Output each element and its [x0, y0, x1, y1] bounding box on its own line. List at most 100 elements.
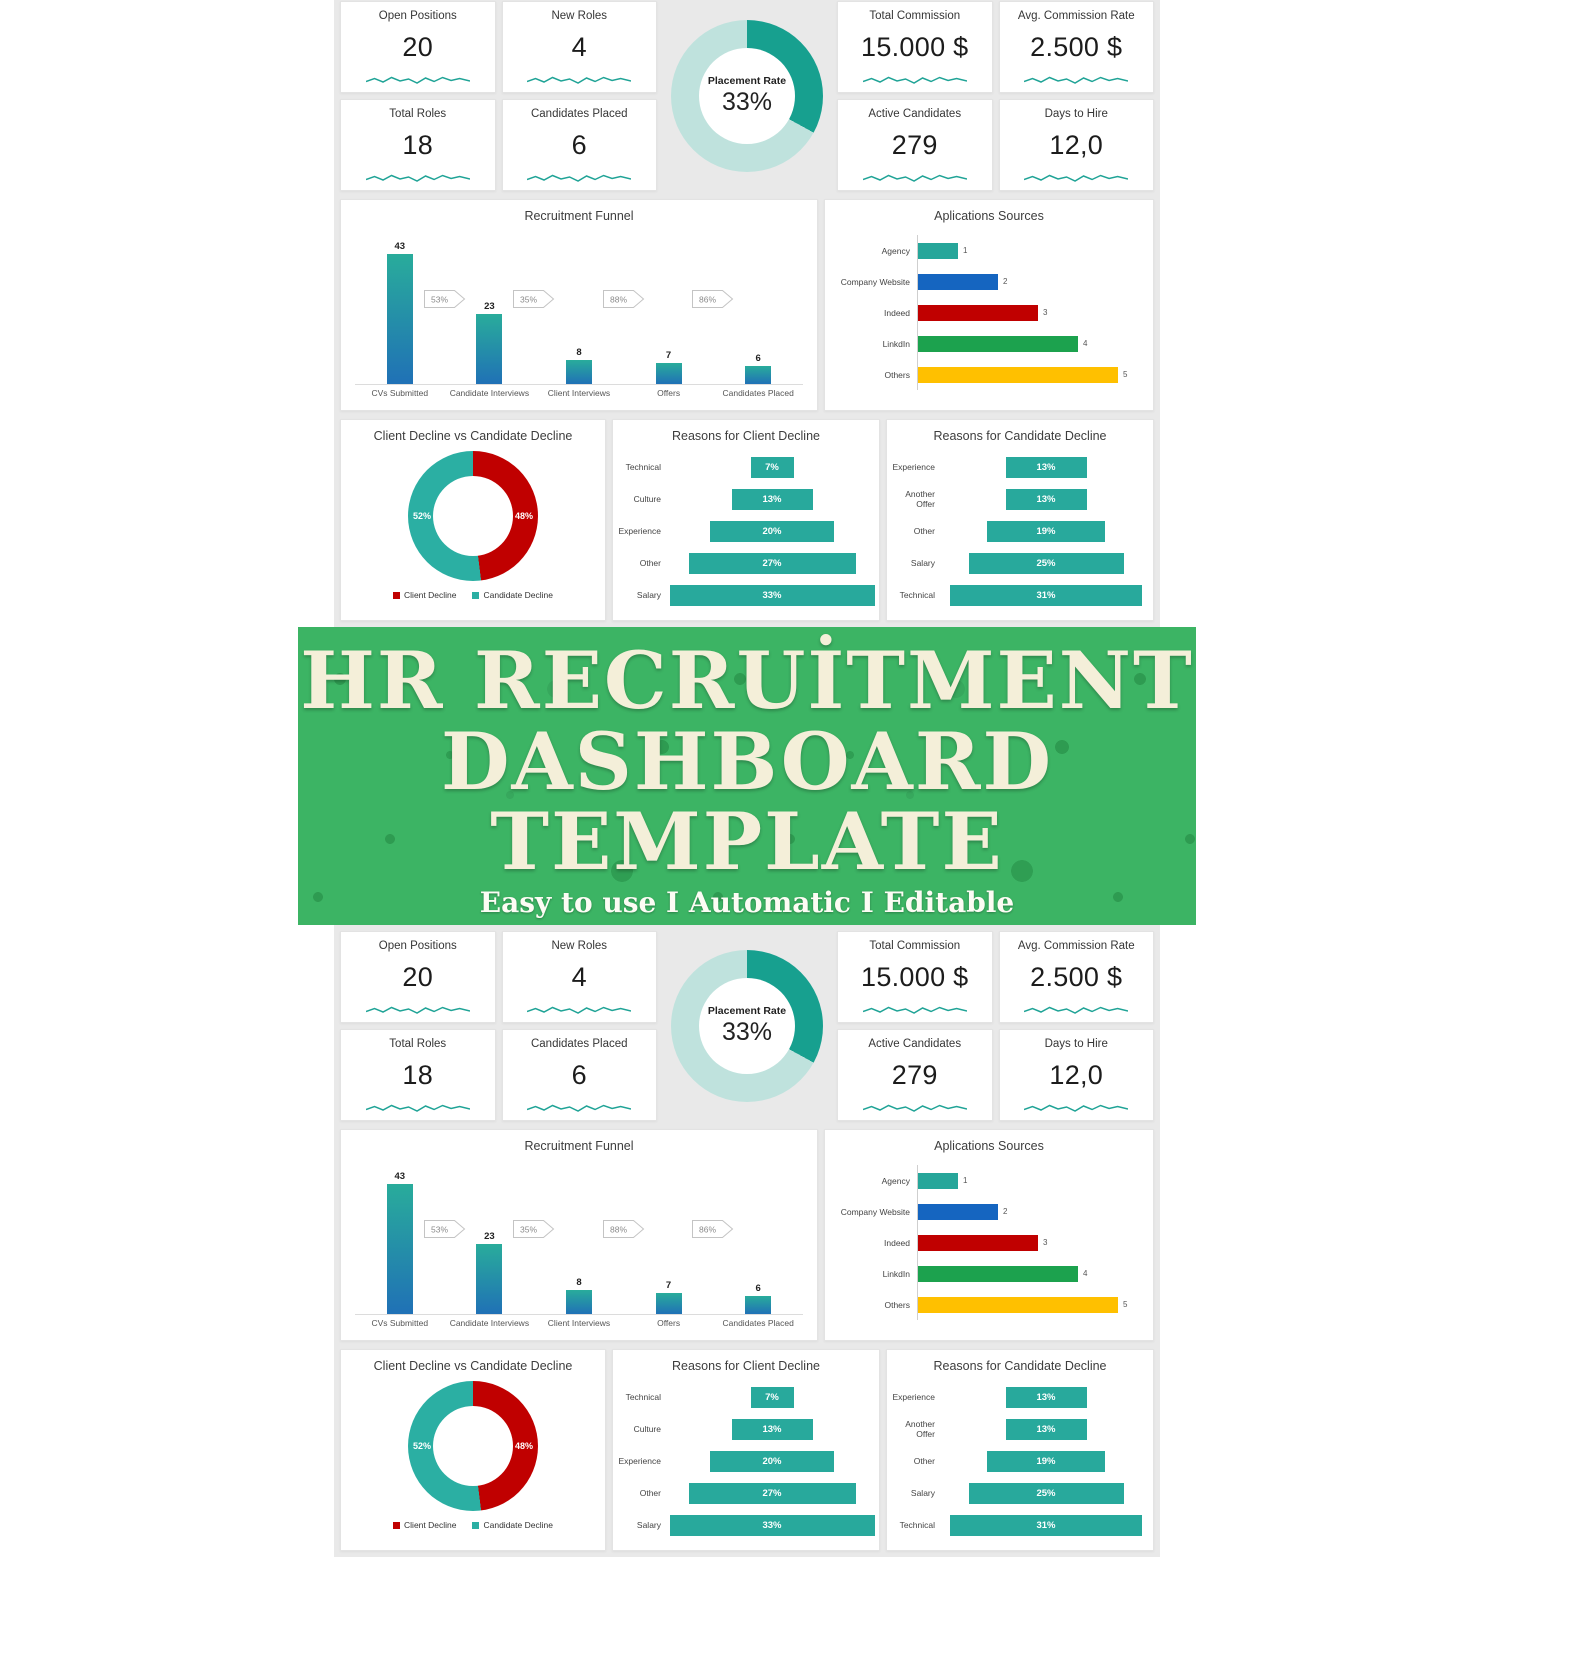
funnel-category-label: Candidates Placed [722, 388, 794, 398]
kpi-value: 20 [402, 962, 434, 992]
funnel-bar [655, 1293, 682, 1314]
kpi-value: 15.000 $ [861, 32, 969, 62]
reason-row: Experience 13% [887, 451, 1153, 483]
source-value: 1 [963, 246, 968, 255]
kpi-value: 6 [571, 1060, 587, 1090]
funnel-bar-value: 7 [665, 350, 672, 361]
sparkline-icon [1024, 76, 1129, 84]
source-label: Indeed [884, 307, 910, 318]
conversion-rate-badge: 88% [602, 1219, 646, 1244]
funnel-bar-value: 6 [755, 1283, 761, 1294]
sources-chart: Agency 1 Company Website 2 Indeed 3 Link… [825, 1165, 1145, 1320]
source-bar [918, 366, 1118, 383]
reason-row: Culture 13% [613, 1413, 879, 1445]
sparkline-icon [1024, 174, 1129, 182]
client-decline-reasons-panel: Reasons for Client Decline Technical 7% … [612, 419, 880, 621]
kpi-value: 2.500 $ [1030, 32, 1123, 62]
reason-row: Technical 7% [613, 451, 879, 483]
source-value: 3 [1043, 308, 1048, 317]
legend: Client Decline Candidate Decline [393, 1520, 553, 1530]
funnel-category-label: Candidate Interviews [449, 388, 530, 398]
reason-label: Culture [633, 1424, 661, 1434]
decline-donut: 48% 52% [408, 451, 538, 581]
reasons-chart: Technical 7% Culture 13% Experience 20% … [613, 1381, 879, 1541]
banner-title-line2: DASHBOARD [440, 714, 1053, 808]
kpi-label: Avg. Commission Rate [1017, 10, 1135, 22]
donut-hole [433, 476, 513, 556]
reason-bar: 33% [669, 1514, 875, 1536]
reason-row: Experience 20% [613, 515, 879, 547]
reason-bar: 27% [688, 552, 856, 574]
source-value: 2 [1003, 1207, 1008, 1216]
kpi-card-total-commission: Total Commission 15.000 $ [837, 931, 993, 1023]
reason-row: Other 19% [887, 1445, 1153, 1477]
kpi-card-candidates-placed: Candidates Placed 6 [501, 99, 657, 191]
funnel-category-label: CVs Submitted [371, 388, 429, 398]
reason-label: Other [639, 558, 661, 568]
kpi-value: 15.000 $ [861, 962, 969, 992]
legend-label: Client Decline [404, 590, 457, 600]
source-value: 2 [1003, 277, 1008, 286]
kpi-label: Total Roles [389, 108, 447, 120]
svg-text:53%: 53% [431, 1225, 448, 1235]
funnel-bar-value: 23 [484, 1231, 495, 1242]
legend-item: Client Decline [393, 1520, 456, 1530]
placement-donut-ring: Placement Rate 33% [671, 950, 823, 1102]
funnel-bar-cvs-submitted: 43 [355, 241, 445, 384]
funnel-category-label: Offers [657, 1318, 681, 1328]
kpi-value: 2.500 $ [1030, 962, 1123, 992]
donut-hole: Placement Rate 33% [699, 978, 795, 1074]
client-decline-pct: 48% [514, 511, 533, 521]
reason-label: Experience [892, 462, 935, 472]
svg-text:35%: 35% [520, 1225, 537, 1235]
sparkline-icon [365, 174, 470, 182]
conversion-rate-badge: 86% [691, 1219, 735, 1244]
funnel-chart: 43 23 8 7 6 53% 35% 88% 86% [355, 227, 803, 385]
panel-title: Client Decline vs Candidate Decline [373, 1359, 573, 1373]
source-label: Indeed [884, 1237, 910, 1248]
conversion-rate-badge: 88% [602, 289, 646, 314]
funnel-bar [476, 1244, 503, 1314]
sparkline-icon [527, 1104, 632, 1112]
placement-rate-donut: Placement Rate 33% [663, 1, 831, 191]
source-bar [918, 1172, 958, 1189]
panel-title: Reasons for Candidate Decline [933, 429, 1107, 443]
funnel-bar [386, 254, 413, 384]
source-bar [918, 1234, 1038, 1251]
funnel-bar-cvs-submitted: 43 [355, 1171, 445, 1314]
reason-label: Another Offer [905, 1419, 935, 1439]
source-row: Indeed 3 [825, 1227, 1145, 1258]
reason-label: Technical [899, 1520, 935, 1530]
reason-row: Experience 13% [887, 1381, 1153, 1413]
donut-hole [433, 1406, 513, 1486]
reasons-chart: Experience 13% Another Offer 13% Other 1… [887, 451, 1153, 611]
reason-bar: 13% [731, 1418, 813, 1440]
source-label: Agency [881, 1175, 910, 1186]
reason-label: Technical [899, 590, 935, 600]
legend-label: Client Decline [404, 1520, 457, 1530]
reason-row: Salary 25% [887, 547, 1153, 579]
client-decline-pct: 48% [514, 1441, 533, 1451]
sparkline-icon [527, 174, 632, 182]
reason-label: Experience [618, 1456, 661, 1466]
legend-swatch [472, 1521, 480, 1529]
candidate-decline-pct: 52% [413, 511, 432, 521]
candidate-decline-reasons-panel: Reasons for Candidate Decline Experience… [886, 1349, 1154, 1551]
reason-bar: 19% [987, 1450, 1105, 1472]
reason-label: Technical [625, 462, 661, 472]
reason-bar: 13% [1005, 1386, 1087, 1408]
kpi-card-open-positions: Open Positions 20 [340, 931, 496, 1023]
reason-row: Experience 20% [613, 1445, 879, 1477]
source-value: 4 [1083, 339, 1088, 348]
funnel-category-label: Offers [657, 388, 681, 398]
source-bar [918, 242, 958, 259]
candidate-decline-reasons-panel: Reasons for Candidate Decline Experience… [886, 419, 1154, 621]
reason-bar: 25% [968, 552, 1124, 574]
reasons-chart: Experience 13% Another Offer 13% Other 1… [887, 1381, 1153, 1541]
panel-title: Aplications Sources [934, 1139, 1044, 1153]
reason-label: Other [639, 1488, 661, 1498]
kpi-label: Candidates Placed [530, 108, 628, 120]
kpi-card-active-candidates: Active Candidates 279 [837, 99, 993, 191]
recruitment-funnel-panel: Recruitment Funnel 43 23 8 7 6 53% 35% 8… [340, 199, 818, 411]
